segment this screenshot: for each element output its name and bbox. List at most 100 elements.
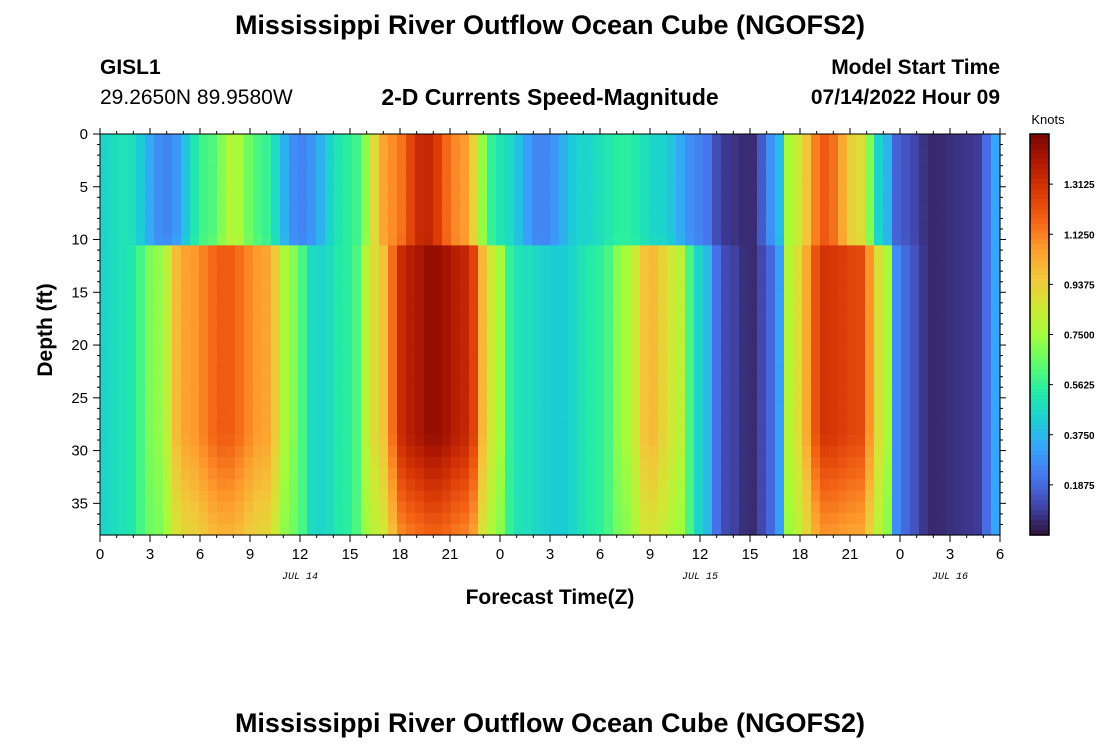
heatmap-cell xyxy=(100,512,110,525)
heatmap-cell xyxy=(388,156,398,169)
heatmap-cell xyxy=(991,401,1001,414)
heatmap-cell xyxy=(226,178,236,191)
heatmap-cell xyxy=(928,211,938,224)
heatmap-cell xyxy=(325,379,335,391)
heatmap-cell xyxy=(244,223,254,235)
heatmap-cell xyxy=(730,345,740,358)
heatmap-cell xyxy=(523,356,533,369)
heatmap-cell xyxy=(892,412,902,425)
colorbar-segment xyxy=(1030,364,1049,371)
heatmap-cell xyxy=(118,278,128,291)
heatmap-cell xyxy=(532,367,542,380)
heatmap-cell xyxy=(901,234,911,246)
heatmap-cell xyxy=(649,512,659,525)
heatmap-cell xyxy=(802,145,812,157)
heatmap-cell xyxy=(838,490,848,503)
heatmap-cell xyxy=(487,334,497,347)
heatmap-cell xyxy=(622,167,632,180)
heatmap-cell xyxy=(460,234,470,246)
heatmap-cell xyxy=(451,223,461,235)
heatmap-cell xyxy=(325,367,335,380)
heatmap-cell xyxy=(487,457,497,469)
heatmap-cell xyxy=(469,490,479,503)
heatmap-cell xyxy=(433,178,443,191)
heatmap-cell xyxy=(649,167,659,180)
heatmap-cell xyxy=(289,512,299,525)
heatmap-cell xyxy=(163,312,173,324)
heatmap-cell xyxy=(460,167,470,180)
heatmap-cell xyxy=(676,334,686,347)
heatmap-cell xyxy=(883,490,893,503)
heatmap-cell xyxy=(487,312,497,324)
heatmap-cell xyxy=(442,323,452,336)
heatmap-cell xyxy=(118,434,128,447)
heatmap-cell xyxy=(487,278,497,291)
heatmap-cell xyxy=(379,323,389,336)
heatmap-cell xyxy=(640,423,650,436)
heatmap-cell xyxy=(838,223,848,235)
x-axis-label: Forecast Time(Z) xyxy=(466,586,635,609)
heatmap-cell xyxy=(289,401,299,414)
heatmap-cell xyxy=(199,490,209,503)
heatmap-cell xyxy=(775,379,785,391)
heatmap-cell xyxy=(244,490,254,503)
heatmap-cell xyxy=(937,434,947,447)
heatmap-cell xyxy=(325,479,335,492)
heatmap-cell xyxy=(469,312,479,324)
heatmap-cell xyxy=(118,156,128,169)
heatmap-cell xyxy=(154,245,164,258)
footer-title: Mississippi River Outflow Ocean Cube (NG… xyxy=(234,708,866,738)
colorbar-segment xyxy=(1030,469,1049,476)
heatmap-cell xyxy=(424,178,434,191)
heatmap-cell xyxy=(361,457,371,469)
heatmap-cell xyxy=(226,200,236,213)
heatmap-cell xyxy=(244,412,254,425)
heatmap-cell xyxy=(640,523,650,536)
heatmap-cell xyxy=(127,512,137,525)
heatmap-cell xyxy=(451,512,461,525)
heatmap-cell xyxy=(694,367,704,380)
heatmap-cell xyxy=(505,390,515,402)
heatmap-cell xyxy=(991,323,1001,336)
heatmap-cell xyxy=(271,457,281,469)
heatmap-cell xyxy=(829,178,839,191)
heatmap-cell xyxy=(514,267,524,280)
heatmap-cell xyxy=(487,490,497,503)
heatmap-cell xyxy=(397,367,407,380)
heatmap-cell xyxy=(793,278,803,291)
heatmap-cell xyxy=(694,345,704,358)
heatmap-cell xyxy=(397,501,407,514)
heatmap-cell xyxy=(298,211,308,224)
heatmap-cell xyxy=(541,134,551,146)
heatmap-cell xyxy=(253,234,263,246)
heatmap-cell xyxy=(316,178,326,191)
heatmap-cell xyxy=(730,189,740,202)
heatmap-cell xyxy=(496,178,506,191)
heatmap-cell xyxy=(163,523,173,536)
heatmap-cell xyxy=(694,423,704,436)
heatmap-cell xyxy=(820,200,830,213)
heatmap-cell xyxy=(460,223,470,235)
heatmap-cell xyxy=(127,145,137,157)
heatmap-cell xyxy=(784,189,794,202)
heatmap-cell xyxy=(658,323,668,336)
heatmap-cell xyxy=(568,178,578,191)
heatmap-cell xyxy=(370,523,380,536)
heatmap-cell xyxy=(658,356,668,369)
heatmap-cell xyxy=(298,423,308,436)
heatmap-cell xyxy=(172,234,182,246)
heatmap-cell xyxy=(775,312,785,324)
heatmap-cell xyxy=(298,401,308,414)
heatmap-cell xyxy=(748,256,758,269)
heatmap-cell xyxy=(559,501,569,514)
heatmap-cell xyxy=(910,245,920,258)
heatmap-cell xyxy=(109,200,119,213)
heatmap-cell xyxy=(397,434,407,447)
heatmap-cell xyxy=(703,334,713,347)
heatmap-cell xyxy=(307,200,317,213)
heatmap-cell xyxy=(541,390,551,402)
heatmap-cell xyxy=(109,278,119,291)
heatmap-cell xyxy=(388,301,398,313)
heatmap-cell xyxy=(667,501,677,514)
heatmap-cell xyxy=(478,412,488,425)
